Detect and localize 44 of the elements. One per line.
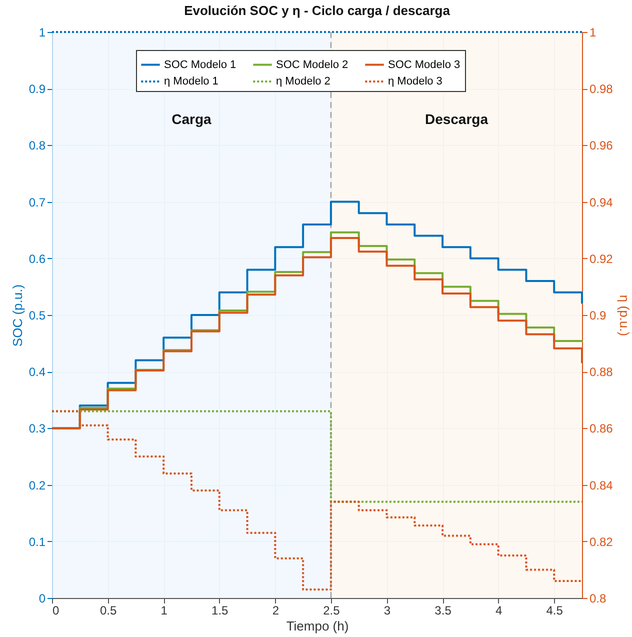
legend-label: η Modelo 1 [164, 76, 218, 88]
x-tick-label: 2 [272, 604, 280, 618]
legend-label: SOC Modelo 1 [164, 58, 236, 71]
y-tick-label: 0.4 [28, 365, 46, 380]
y2-tick-label: 0.94 [590, 195, 614, 210]
y2-tick-label: 0.9 [590, 308, 607, 322]
chart-title: Evolución SOC y η - Ciclo carga / descarga [184, 3, 451, 18]
y-tick-label: 0.8 [28, 138, 46, 153]
y-tick-label: 0.2 [28, 478, 46, 492]
x-tick-label: 3 [384, 604, 391, 618]
legend-label: SOC Modelo 3 [388, 58, 460, 71]
x-tick-label: 1.5 [212, 604, 229, 618]
x-tick-label: 2.5 [323, 604, 340, 618]
x-tick-label: 3.5 [434, 604, 452, 618]
y2-axis-title: η (p.u.) [616, 294, 632, 336]
y-tick-label: 0.1 [28, 534, 46, 549]
y-tick-label: 0.7 [28, 195, 46, 210]
y-tick-label: 0 [38, 592, 46, 606]
y2-tick-label: 0.96 [590, 138, 614, 153]
y2-tick-label: 0.82 [590, 534, 614, 549]
y-tick-label: 1 [38, 26, 46, 40]
y2-tick-label: 0.8 [590, 592, 607, 606]
y-axis-title: SOC (p.u.) [10, 284, 25, 347]
y-tick-label: 0.3 [28, 422, 46, 436]
y2-tick-label: 1 [590, 26, 596, 40]
y2-tick-label: 0.84 [590, 478, 614, 492]
y-tick-label: 0.6 [28, 252, 46, 266]
band-label: Descarga [424, 111, 488, 127]
y2-tick-label: 0.92 [590, 252, 614, 266]
band-label: Carga [172, 111, 212, 127]
x-tick-label: 0.5 [100, 604, 117, 618]
legend-label: η Modelo 2 [276, 76, 330, 88]
y-tick-label: 0.9 [28, 82, 46, 96]
legend-label: SOC Modelo 2 [276, 58, 348, 71]
y2-tick-label: 0.86 [590, 422, 614, 436]
y2-tick-label: 0.98 [590, 82, 614, 96]
x-tick-label: 0 [52, 604, 60, 618]
legend-label: η Modelo 3 [388, 76, 442, 88]
y-tick-label: 0.5 [28, 308, 46, 322]
x-tick-label: 4 [495, 604, 502, 618]
y2-tick-label: 0.88 [590, 365, 614, 380]
x-tick-label: 1 [160, 604, 168, 618]
x-tick-label: 4.5 [546, 604, 564, 618]
x-axis-title: Tiempo (h) [286, 618, 349, 634]
